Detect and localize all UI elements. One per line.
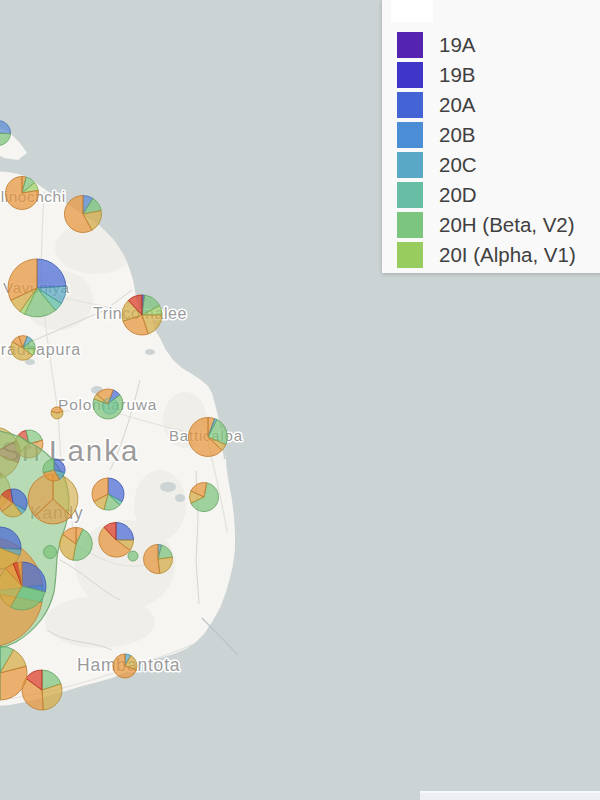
svg-text:Lanka: Lanka bbox=[49, 434, 139, 467]
